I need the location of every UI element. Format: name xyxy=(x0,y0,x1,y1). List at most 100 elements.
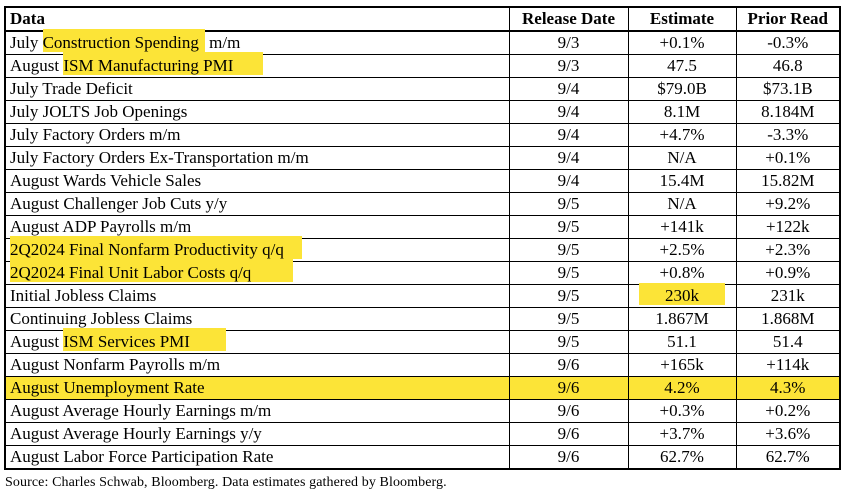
prior-read-cell: +0.9% xyxy=(735,261,841,285)
estimate-cell: 230k xyxy=(627,284,737,308)
estimate-cell: 8.1M xyxy=(627,100,737,124)
release-date-cell: 9/6 xyxy=(508,376,629,400)
prior-read-cell: +114k xyxy=(735,353,841,377)
data-label-cell: August Average Hourly Earnings m/m xyxy=(4,399,510,423)
table-row: Continuing Jobless Claims 9/5 1.867M 1.868M xyxy=(4,307,841,331)
table-row: August Wards Vehicle Sales 9/4 15.4M 15.82M xyxy=(4,169,841,193)
col-header-prior-read: Prior Read xyxy=(735,6,841,32)
estimate-cell: +165k xyxy=(627,353,737,377)
estimate-cell: 62.7% xyxy=(627,445,737,470)
highlighted-text: ISM Services PMI xyxy=(63,331,226,351)
prior-read-cell: +122k xyxy=(735,215,841,239)
release-date-cell: 9/5 xyxy=(508,261,629,285)
estimate-cell: 15.4M xyxy=(627,169,737,193)
highlighted-text: 2Q2024 Final Unit Labor Costs q/q xyxy=(10,262,294,282)
release-date-cell: 9/4 xyxy=(508,100,629,124)
data-label-cell: August Unemployment Rate xyxy=(4,376,510,400)
data-label-cell: July Factory Orders m/m xyxy=(4,123,510,147)
estimate-cell: 1.867M xyxy=(627,307,737,331)
data-label-cell: August Wards Vehicle Sales xyxy=(4,169,510,193)
table-row: August Challenger Job Cuts y/y 9/5 N/A +9.2… xyxy=(4,192,841,216)
table-row: 2Q2024 Final Nonfarm Productivity q/q 9/5… xyxy=(4,238,841,262)
estimate-cell: +4.7% xyxy=(627,123,737,147)
prior-read-cell: +2.3% xyxy=(735,238,841,262)
table-row: July Construction Spending m/m 9/3 +0.1% -0… xyxy=(4,30,841,55)
release-date-cell: 9/5 xyxy=(508,307,629,331)
table-row: July JOLTS Job Openings 9/4 8.1M 8.184M xyxy=(4,100,841,124)
data-label-cell: August ISM Manufacturing PMI xyxy=(4,54,510,78)
economic-data-table: Data Release Date Estimate Prior Read Ju… xyxy=(4,6,841,470)
prior-read-cell: $73.1B xyxy=(735,77,841,101)
release-date-cell: 9/5 xyxy=(508,284,629,308)
highlighted-estimate: 230k xyxy=(639,286,725,306)
data-label-cell: 2Q2024 Final Unit Labor Costs q/q xyxy=(4,261,510,285)
data-label-cell: August ADP Payrolls m/m xyxy=(4,215,510,239)
source-note: Source: Charles Schwab, Bloomberg. Data … xyxy=(5,475,447,490)
table-row: Initial Jobless Claims 9/5 230k 231k xyxy=(4,284,841,308)
col-header-estimate: Estimate xyxy=(627,6,737,32)
data-label-cell: August ISM Services PMI xyxy=(4,330,510,354)
release-date-cell: 9/5 xyxy=(508,330,629,354)
data-label-cell: July Trade Deficit xyxy=(4,77,510,101)
prior-read-cell: -3.3% xyxy=(735,123,841,147)
release-date-cell: 9/5 xyxy=(508,215,629,239)
table-row: 2Q2024 Final Unit Labor Costs q/q 9/5 +0.8… xyxy=(4,261,841,285)
data-label-cell: August Average Hourly Earnings y/y xyxy=(4,422,510,446)
release-date-cell: 9/6 xyxy=(508,353,629,377)
table-row: August Labor Force Participation Rate 9/6… xyxy=(4,445,841,470)
estimate-cell: +2.5% xyxy=(627,238,737,262)
table-row: August ISM Services PMI 9/5 51.1 51.4 xyxy=(4,330,841,354)
estimate-cell: +0.8% xyxy=(627,261,737,285)
estimate-cell: +3.7% xyxy=(627,422,737,446)
prior-read-cell: +0.2% xyxy=(735,399,841,423)
table-row: July Trade Deficit 9/4 $79.0B $73.1B xyxy=(4,77,841,101)
header-row: Data Release Date Estimate Prior Read xyxy=(4,6,841,32)
data-label-cell: July Construction Spending m/m xyxy=(4,30,510,55)
estimate-cell: 4.2% xyxy=(627,376,737,400)
release-date-cell: 9/4 xyxy=(508,123,629,147)
estimate-cell: $79.0B xyxy=(627,77,737,101)
estimate-cell: +0.3% xyxy=(627,399,737,423)
release-date-cell: 9/5 xyxy=(508,238,629,262)
highlighted-text: Construction Spending xyxy=(42,32,205,52)
prior-read-cell: 1.868M xyxy=(735,307,841,331)
table-row: July Factory Orders m/m 9/4 +4.7% -3.3% xyxy=(4,123,841,147)
prior-read-cell: 51.4 xyxy=(735,330,841,354)
table-row: August Average Hourly Earnings y/y 9/6 +3.… xyxy=(4,422,841,446)
data-label-cell: August Challenger Job Cuts y/y xyxy=(4,192,510,216)
table-row: August Average Hourly Earnings m/m 9/6 +0.… xyxy=(4,399,841,423)
release-date-cell: 9/4 xyxy=(508,77,629,101)
data-label-cell: August Labor Force Participation Rate xyxy=(4,445,510,470)
prior-read-cell: -0.3% xyxy=(735,30,841,55)
estimate-cell: N/A xyxy=(627,192,737,216)
release-date-cell: 9/4 xyxy=(508,146,629,170)
data-label-cell: Continuing Jobless Claims xyxy=(4,307,510,331)
release-date-cell: 9/5 xyxy=(508,192,629,216)
col-header-data: Data xyxy=(4,6,510,32)
prior-read-cell: +3.6% xyxy=(735,422,841,446)
release-date-cell: 9/6 xyxy=(508,422,629,446)
release-date-cell: 9/4 xyxy=(508,169,629,193)
table-body: July Construction Spending m/m 9/3 +0.1% -0… xyxy=(4,30,841,470)
release-date-cell: 9/3 xyxy=(508,30,629,55)
table-row: July Factory Orders Ex-Transportation m/… xyxy=(4,146,841,170)
prior-read-cell: 62.7% xyxy=(735,445,841,470)
estimate-cell: 47.5 xyxy=(627,54,737,78)
data-label-cell: August Nonfarm Payrolls m/m xyxy=(4,353,510,377)
table-row: August ISM Manufacturing PMI 9/3 47.5 46.8 xyxy=(4,54,841,78)
table-header: Data Release Date Estimate Prior Read xyxy=(4,6,841,32)
estimate-cell: N/A xyxy=(627,146,737,170)
estimate-cell: +0.1% xyxy=(627,30,737,55)
prior-read-cell: 8.184M xyxy=(735,100,841,124)
estimate-cell: +141k xyxy=(627,215,737,239)
highlighted-text: ISM Manufacturing PMI xyxy=(63,55,264,75)
prior-read-cell: +9.2% xyxy=(735,192,841,216)
col-header-release-date: Release Date xyxy=(508,6,629,32)
release-date-cell: 9/3 xyxy=(508,54,629,78)
estimate-cell: 51.1 xyxy=(627,330,737,354)
prior-read-cell: 4.3% xyxy=(735,376,841,400)
release-date-cell: 9/6 xyxy=(508,445,629,470)
release-date-cell: 9/6 xyxy=(508,399,629,423)
prior-read-cell: 46.8 xyxy=(735,54,841,78)
